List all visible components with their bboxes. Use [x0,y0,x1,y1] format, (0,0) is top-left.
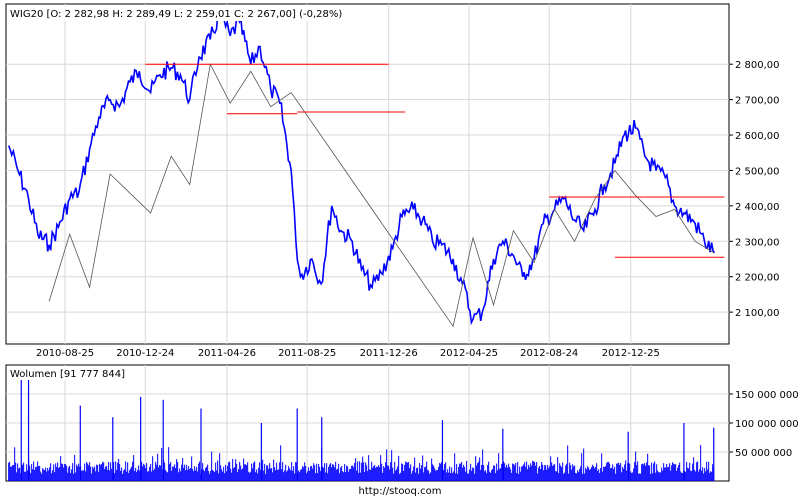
volume-y-axis: 50 000 000 100 000 000 150 000 000 [729,390,799,459]
volume-y-tick-label: 150 000 000 [735,390,799,401]
price-x-tick-label: 2011-12-26 [360,348,418,359]
price-x-tick-label: 2011-04-26 [198,348,256,359]
price-x-tick-label: 2010-08-25 [36,348,94,359]
volume-title-background [8,366,128,380]
price-y-tick-label: 2 300,00 [735,237,780,248]
price-y-tick-label: 2 700,00 [735,96,780,107]
price-panel-frame [5,3,730,345]
price-y-tick-label: 2 500,00 [735,166,780,177]
price-y-tick-label: 2 200,00 [735,273,780,284]
price-x-tick-label: 2011-08-25 [278,348,336,359]
footer-url[interactable]: http://stooq.com [358,486,442,497]
price-x-tick-label: 2010-12-24 [116,348,174,359]
price-x-axis: 2010-08-25 2010-12-24 2011-04-26 2011-08-25… [36,348,660,359]
price-x-tick-label: 2012-12-25 [602,348,660,359]
price-y-tick-label: 2 100,00 [735,308,780,319]
price-series [7,10,716,328]
price-title: WIG20 [O: 2 282,98 H: 2 289,49 L: 2 259,… [10,9,342,20]
price-y-tick-label: 2 400,00 [735,202,780,213]
price-title-background [8,5,368,21]
volume-bars [8,373,715,481]
price-reference-lines [145,63,725,258]
volume-grid [6,365,729,481]
volume-y-tick-label: 50 000 000 [735,448,792,459]
volume-title: Wolumen [91 777 844] [10,369,125,380]
volume-y-tick-label: 100 000 000 [735,419,799,430]
price-y-axis: 2 100,00 2 200,00 2 300,00 2 400,00 2 500,00… [729,60,780,319]
price-y-tick-label: 2 800,00 [735,60,780,71]
wig20-price-line [7,10,716,326]
price-grid [6,4,729,344]
trend-line [48,62,715,328]
price-x-tick-label: 2012-08-24 [520,348,578,359]
price-x-tick-label: 2012-04-25 [440,348,498,359]
price-y-tick-label: 2 600,00 [735,131,780,142]
